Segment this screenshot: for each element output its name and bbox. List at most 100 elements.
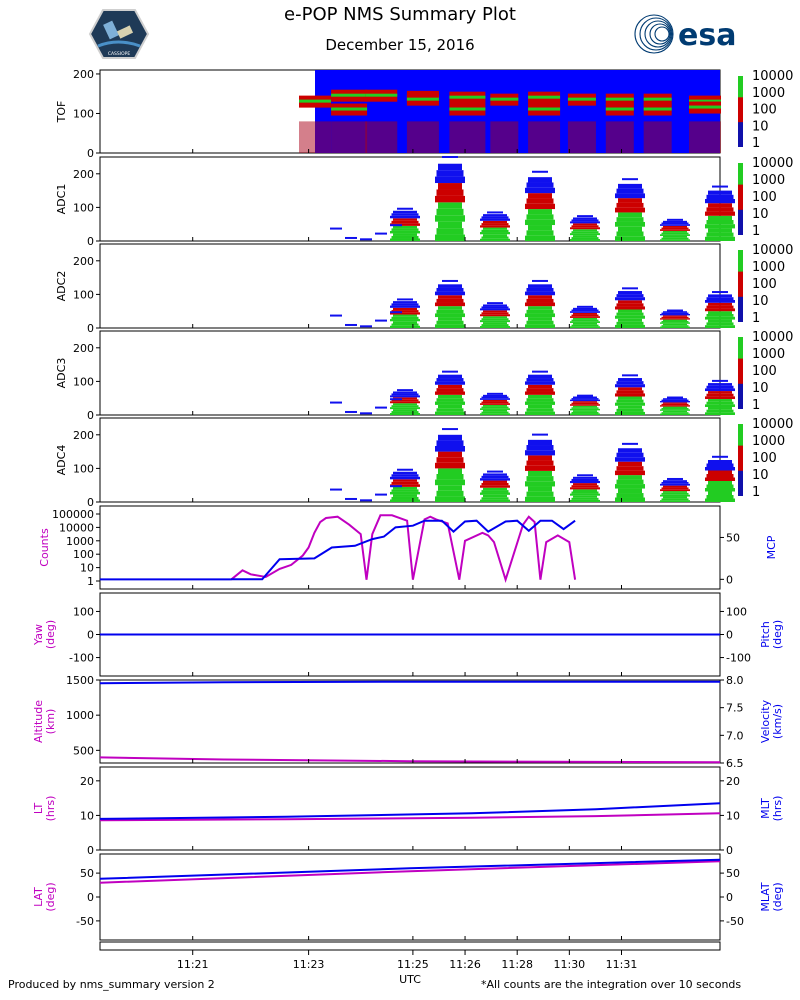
adc-burst-segment [393,321,417,324]
adc-burst-segment [570,311,600,313]
adc-burst-segment [706,322,734,326]
y-tick-label: 0 [87,322,94,335]
adc-burst-segment [525,465,555,471]
adc-burst-segment [393,301,417,304]
adc-burst-segment [618,387,642,391]
y-axis-label: ADC4 [55,445,68,476]
adc-burst-segment [393,479,417,482]
adc-burst-segment [436,440,464,446]
adc-burst-segment [708,311,732,314]
y-tick-label: 100 [73,201,94,214]
y-tick-label: 100 [73,462,94,475]
adc-burst-segment [435,381,465,385]
tof-peak-tail [449,121,486,153]
y-tick-label: 100 [73,288,94,301]
adc-burst-segment [573,489,597,492]
adc-burst-segment [525,450,555,456]
adc-burst-segment [616,493,644,498]
adc-burst-segment [526,198,554,204]
adc-burst-segment [390,491,420,495]
adc-burst-segment [483,409,507,412]
adc-burst-segment [571,398,599,400]
y2-tick-label: 6.5 [726,757,744,770]
adc-burst-segment [618,226,642,232]
y-axis-label: TOF [55,101,68,124]
adc-burst-segment [390,325,420,328]
adc-burst-segment [615,497,645,502]
adc-burst-segment [526,476,554,482]
adc-burst-segment [528,317,552,321]
tof-peak-tail [643,121,672,153]
adc-burst-segment [618,396,642,400]
tof-peak-green [449,95,486,99]
adc-burst-segment [615,411,645,415]
adc-burst-segment [705,467,735,471]
adc-burst-segment [481,229,509,233]
y-tick-label: 500 [73,744,94,757]
adc-burst-segment [528,486,552,492]
adc-burst-segment [660,500,690,502]
tof-peak-green [643,107,672,111]
adc-burst-segment [618,378,642,382]
adc-burst-segment [618,212,642,218]
adc-burst-segment [661,325,689,327]
adc-burst-segment [570,413,600,415]
tof-peak-tail [406,121,439,153]
adc-noise-dash [390,485,402,488]
adc-burst-segment [393,471,417,475]
adc-burst-segment [481,396,509,399]
adc-noise-dash [375,493,387,496]
adc-burst-dash [712,379,728,382]
adc-burst-segment [570,316,600,318]
y-tick-label: 10 [80,562,94,575]
adc-burst-segment [526,398,554,402]
y-tick-label: 100 [73,375,94,388]
adc-burst-segment [573,396,597,399]
adc-burst-segment [480,403,510,405]
adc-burst-segment [481,490,509,493]
adc-burst-segment [525,219,555,226]
adc-burst-segment [480,308,510,311]
adc-noise-dash [345,497,357,500]
y2-axis-label: MLT(hrs) [759,796,784,822]
y-tick-label: 10 [80,809,94,822]
adc-burst-dash [487,211,503,214]
y-axis-label: Counts [38,528,51,567]
adc-burst-dash [532,370,548,373]
y-tick-label: -50 [76,915,94,928]
tof-peak-tail [331,121,368,153]
adc-burst-segment [706,305,734,309]
y-tick-label: 100 [73,107,94,120]
epop-logo-text: CASSIOPE [108,51,131,57]
adc-burst-segment [393,218,417,221]
adc-burst-segment [663,323,687,326]
adc-burst-dash [397,298,413,301]
adc-burst-segment [571,237,599,240]
adc-burst-segment [660,409,690,411]
adc-burst-segment [481,312,509,315]
footer-integration-note: *All counts are the integration over 10 … [481,978,742,991]
panel-frame [99,679,721,764]
tof-peak-green [365,93,398,97]
colorbar [738,250,743,322]
y2-tick-label: 100 [726,605,747,618]
adc-burst-segment [705,412,735,415]
adc-burst-segment [481,406,509,409]
series-line-lat [99,860,721,884]
adc-burst-segment [663,410,687,413]
adc-burst-segment [525,496,555,502]
adc-burst-segment [571,411,599,414]
adc-burst-segment [390,215,420,219]
y-tick-label: 0 [87,629,94,642]
adc-burst-segment [618,405,642,409]
adc-burst-segment [393,314,417,317]
adc-burst-segment [615,306,645,310]
adc-noise-dash [360,412,372,415]
adc-burst-dash [622,374,638,377]
adc-burst-segment [480,492,510,495]
adc-burst-segment [435,479,465,486]
adc-noise-dash [345,410,357,413]
adc-burst-dash [532,170,548,173]
adc-burst-segment [573,312,597,315]
adc-burst-segment [573,217,597,220]
